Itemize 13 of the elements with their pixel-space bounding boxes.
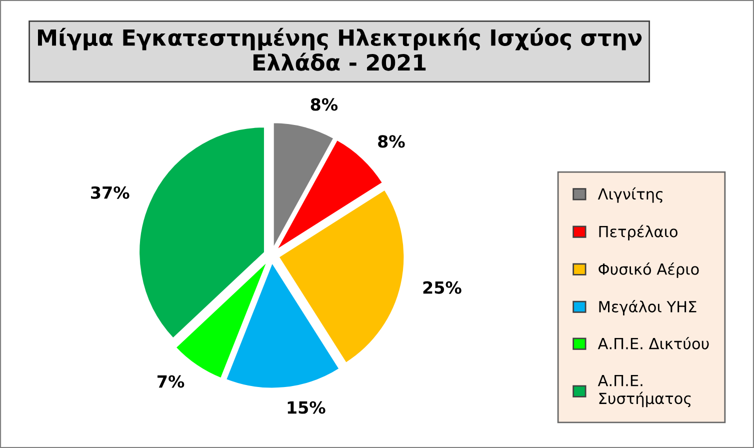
legend-label: Μεγάλοι ΥΗΣ xyxy=(599,300,696,316)
legend-label: Α.Π.Ε. Δικτύου xyxy=(598,336,709,350)
legend-label: Λιγνίτης xyxy=(598,187,662,203)
data-label: 8% xyxy=(310,98,338,111)
data-label: 15% xyxy=(288,401,326,414)
chart-title: Μίγμα Εγκατεστημένης Ηλεκτρικής Ισχύος στην Ελλάδα - 2021 xyxy=(38,28,642,71)
data-label: 7% xyxy=(158,375,184,388)
data-label: 25% xyxy=(423,281,462,294)
legend-label: Φυσικό Αέριο xyxy=(598,262,699,278)
legend-label: Α.Π.Ε. Συστήματος xyxy=(598,374,691,408)
legend-label: Πετρέλαιο xyxy=(599,224,678,240)
data-label: 8% xyxy=(378,135,405,148)
data-label: 37% xyxy=(91,186,130,199)
